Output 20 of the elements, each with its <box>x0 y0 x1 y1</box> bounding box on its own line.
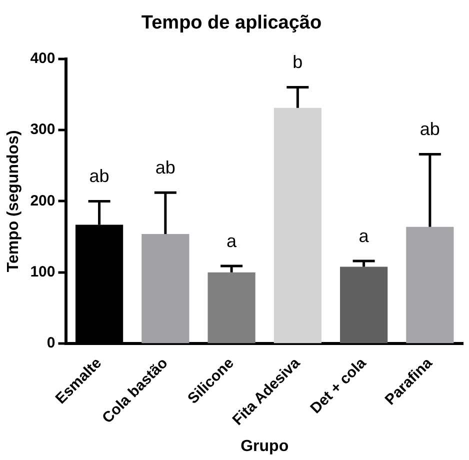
x-tick-label: Det + cola <box>307 354 370 418</box>
annotation: a <box>358 226 370 246</box>
annotation: ab <box>89 166 110 186</box>
bar <box>274 108 322 344</box>
y-tick-label: 400 <box>30 50 56 67</box>
chart-title: Tempo de aplicação <box>141 12 322 34</box>
bar <box>406 226 454 344</box>
y-tick-label: 100 <box>30 264 56 281</box>
annotation: ab <box>155 158 176 178</box>
y-axis-title: Tempo (segundos) <box>5 130 22 272</box>
bar <box>340 266 388 344</box>
bar <box>208 272 256 344</box>
y-tick-label: 200 <box>30 192 56 210</box>
y-tick-label: 300 <box>30 121 56 138</box>
y-tick-label: 0 <box>46 334 56 352</box>
x-axis-title: Grupo <box>240 438 289 455</box>
bar <box>142 234 190 344</box>
annotation: b <box>292 52 303 72</box>
annotation: a <box>226 230 238 251</box>
annotation: ab <box>420 119 440 140</box>
